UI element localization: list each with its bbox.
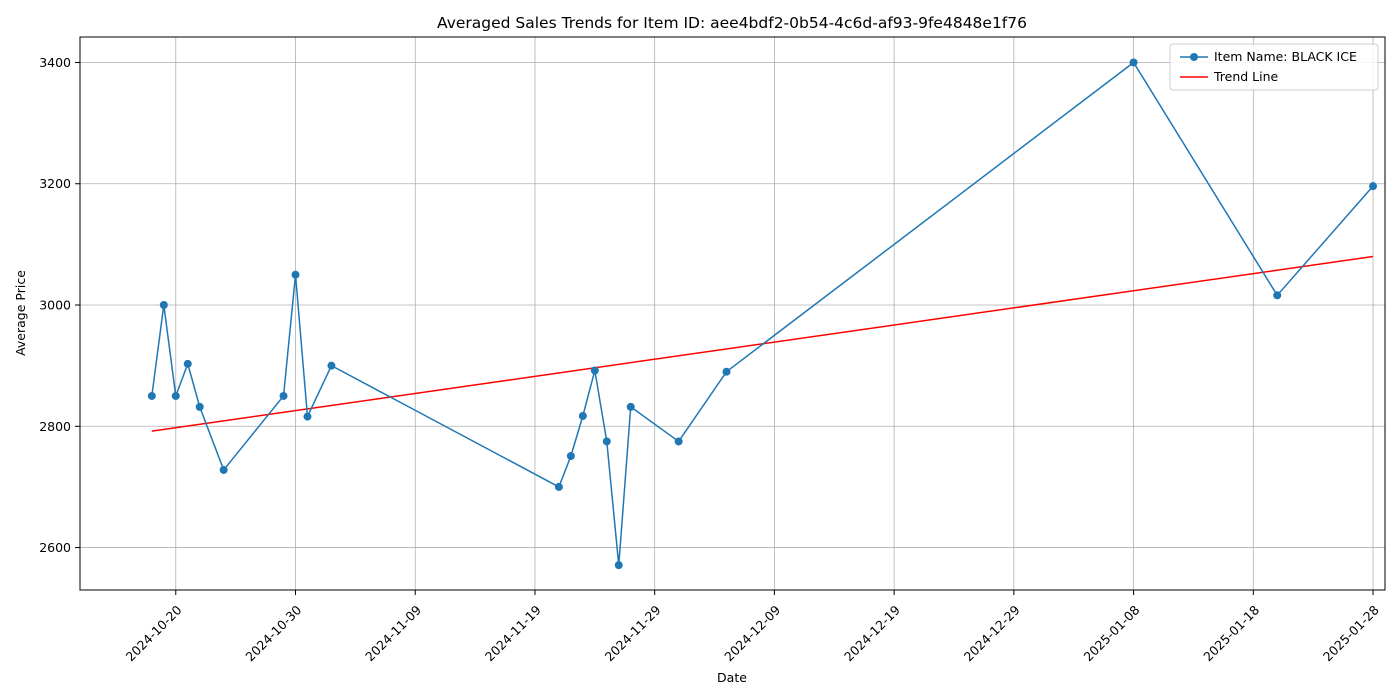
data-point-marker [554,482,563,491]
data-point-marker [303,412,312,421]
legend-box [1169,43,1379,91]
data-point-marker [602,437,611,446]
data-point-marker [1129,58,1138,67]
data-point-marker [147,391,156,400]
y-tick-label: 2800 [39,419,71,434]
legend: Item Name: BLACK ICE Trend Line [1169,43,1379,91]
y-tick-label: 2600 [39,540,71,555]
data-point-marker [171,391,180,400]
data-point-marker [219,465,228,474]
data-point-marker [674,437,683,446]
chart-title: Averaged Sales Trends for Item ID: aee4b… [437,14,1027,32]
plot-frame [79,36,1386,591]
data-point-marker [626,402,635,411]
y-axis: 2600 2800 3000 3200 3400 [39,55,80,555]
data-point-marker [722,367,731,376]
data-point-marker [327,361,336,370]
data-point-marker [195,402,204,411]
y-axis-label: Average Price [13,270,28,356]
legend-marker-black-ice [1190,53,1198,61]
series-line-black-ice [151,61,1374,566]
data-point-marker [590,366,599,375]
data-point-marker [1369,182,1378,191]
data-point-marker [159,301,168,310]
data-point-marker [279,391,288,400]
data-point-marker [578,411,587,420]
data-point-marker [614,561,623,570]
data-point-marker [566,451,575,460]
x-axis-label: Date [717,670,747,685]
data-point-marker [291,270,300,279]
y-tick-label: 3400 [39,55,71,70]
legend-label-trend-line: Trend Line [1213,69,1279,84]
series-layer [147,58,1378,570]
legend-label-black-ice: Item Name: BLACK ICE [1214,49,1357,64]
y-tick-label: 3200 [39,176,71,191]
y-tick-label: 3000 [39,298,71,313]
data-point-marker [1273,291,1282,300]
data-point-marker [183,359,192,368]
